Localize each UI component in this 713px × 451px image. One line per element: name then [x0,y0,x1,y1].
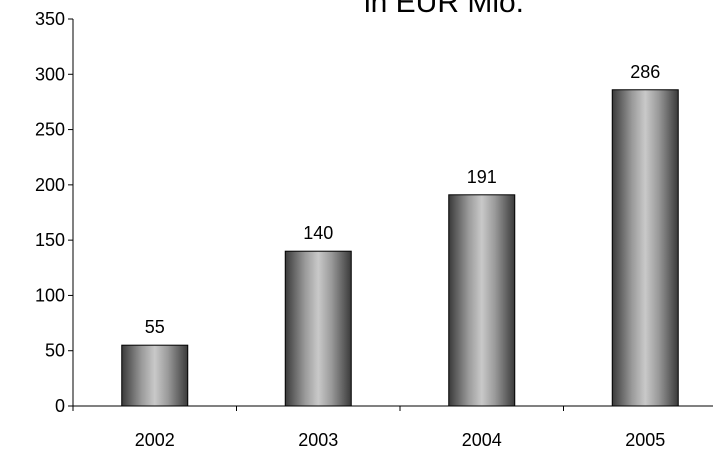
y-tick-label: 300 [35,64,65,84]
data-label: 191 [467,167,497,187]
y-tick-label: 250 [35,120,65,140]
y-tick-label: 0 [55,396,65,416]
y-tick-label: 100 [35,285,65,305]
bars [121,89,679,407]
x-tick-label: 2003 [298,430,338,450]
x-tick-label: 2002 [135,430,175,450]
bar-2003 [284,250,352,407]
x-axis: 2002 2003 2004 2005 [72,405,713,450]
y-tick-label: 350 [35,9,65,29]
data-label: 286 [630,62,660,82]
data-label: 140 [303,223,333,243]
y-tick-label: 200 [35,175,65,195]
data-label: 55 [145,317,165,337]
y-tick-label: 150 [35,230,65,250]
chart-title: in EUR Mio. [364,0,524,19]
y-axis: 0 50 100 150 200 250 300 350 [35,9,74,416]
bar-2002 [121,344,189,407]
bar-2005 [611,89,679,407]
x-tick-label: 2004 [462,430,502,450]
bar-2004 [448,194,516,407]
x-tick-label: 2005 [625,430,665,450]
data-labels: 55 140 191 286 [145,62,661,337]
y-tick-label: 50 [45,341,65,361]
